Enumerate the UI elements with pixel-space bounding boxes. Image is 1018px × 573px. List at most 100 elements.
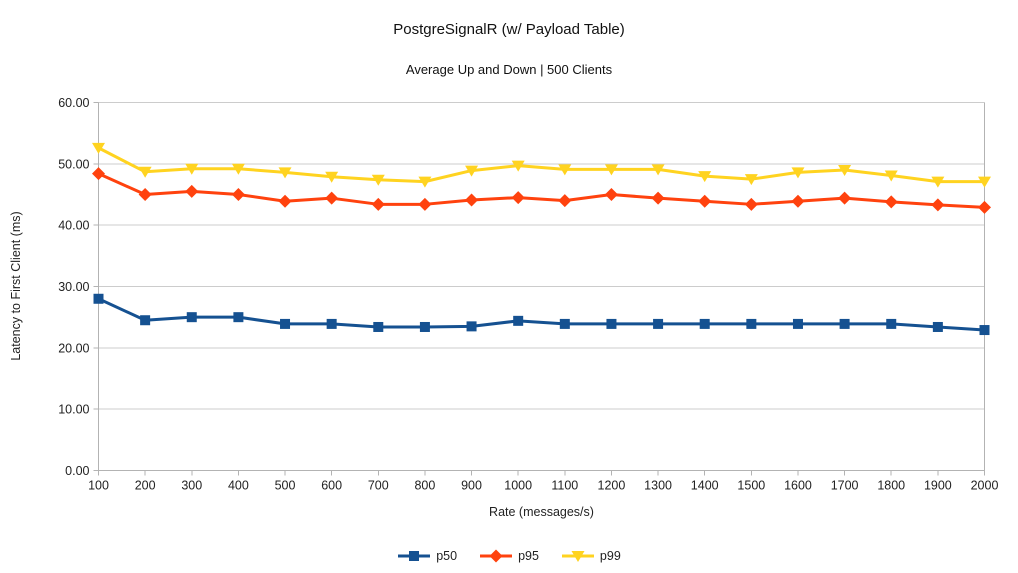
marker-p95	[138, 188, 152, 201]
legend-marker-icon-p50	[398, 551, 431, 561]
x-tick-label: 500	[275, 479, 296, 493]
marker-p50	[326, 318, 337, 329]
marker-p99	[465, 165, 479, 177]
y-tick-label: 0.00	[65, 464, 89, 478]
y-tick-label: 60.00	[58, 96, 89, 110]
marker-p99	[604, 164, 618, 176]
marker-p50	[419, 321, 430, 332]
marker-p50	[606, 318, 617, 329]
marker-p50	[513, 315, 524, 326]
marker-p50	[839, 318, 850, 329]
marker-p99	[325, 171, 339, 183]
marker-p50	[233, 312, 244, 323]
marker-p95	[465, 193, 479, 207]
x-tick-label: 1100	[551, 479, 578, 493]
marker-p95	[278, 194, 292, 208]
marker-p50	[559, 318, 570, 329]
x-tick-label: 1200	[598, 479, 626, 493]
marker-p95	[511, 191, 525, 205]
marker-p50	[140, 315, 151, 326]
y-tick-label: 50.00	[58, 157, 89, 171]
marker-p99	[698, 171, 712, 183]
legend-label-p95: p95	[518, 549, 539, 563]
series-line-p95	[97, 172, 986, 209]
marker-p95	[558, 194, 572, 208]
legend-marker-icon-p99	[561, 551, 594, 562]
marker-p95	[325, 191, 339, 205]
marker-p95	[791, 194, 805, 208]
marker-p99	[185, 163, 199, 175]
x-tick-label: 1800	[877, 479, 905, 493]
marker-p95	[838, 191, 852, 205]
marker-p99	[651, 164, 665, 176]
x-tick-label: 1600	[784, 479, 812, 493]
marker-p99	[744, 174, 758, 186]
x-tick-label: 300	[181, 479, 202, 493]
marker-p99	[278, 167, 292, 179]
marker-p50	[186, 312, 197, 323]
marker-p95	[931, 198, 945, 212]
legend-item-p95: p95	[479, 549, 539, 563]
marker-p95-legend	[489, 549, 503, 563]
marker-p50	[93, 293, 104, 304]
marker-p99	[511, 160, 525, 172]
marker-p99	[231, 163, 245, 175]
y-tick-label: 30.00	[58, 280, 89, 294]
legend-item-p50: p50	[397, 549, 457, 563]
marker-p50	[746, 318, 757, 329]
y-tick-label: 10.00	[58, 403, 89, 417]
marker-p99	[791, 167, 805, 179]
x-tick-label: 200	[135, 479, 156, 493]
marker-p95	[884, 195, 898, 209]
marker-p50	[466, 321, 477, 332]
marker-p95	[604, 188, 618, 201]
legend-label-p50: p50	[436, 549, 458, 563]
x-tick-label: 600	[321, 479, 342, 493]
marker-p95	[92, 167, 105, 181]
x-tick-label: 1700	[831, 479, 859, 493]
x-tick-label: 900	[461, 479, 482, 493]
marker-p99	[558, 164, 572, 176]
marker-p99	[138, 166, 152, 178]
legend: p50 p95 p99	[0, 549, 1018, 563]
marker-p99	[838, 164, 852, 176]
x-tick-label: 1000	[504, 479, 532, 493]
marker-p99	[371, 174, 385, 186]
legend-marker-icon-p95	[480, 549, 513, 563]
marker-p50	[653, 318, 664, 329]
marker-p99-legend	[571, 551, 585, 562]
legend-item-p99: p99	[561, 549, 621, 563]
marker-p99	[92, 142, 105, 154]
marker-p50	[280, 318, 291, 329]
x-axis-title: Rate (messages/s)	[489, 505, 594, 519]
legend-label-p99: p99	[599, 549, 621, 563]
chart-title: PostgreSignalR (w/ Payload Table)	[393, 21, 625, 38]
marker-p95	[978, 200, 991, 214]
marker-p95	[744, 197, 758, 211]
x-tick-label: 700	[368, 479, 389, 493]
marker-p50	[979, 325, 990, 336]
marker-p50	[792, 318, 803, 329]
marker-p99	[931, 176, 945, 188]
marker-p50	[699, 318, 710, 329]
marker-p99	[418, 176, 432, 188]
series-line-p99	[97, 146, 986, 184]
marker-p95	[231, 188, 245, 201]
marker-p95	[698, 194, 712, 208]
y-tick-label: 40.00	[58, 219, 89, 233]
marker-p99	[978, 176, 991, 188]
marker-p50	[932, 321, 943, 332]
marker-p95	[418, 197, 432, 211]
marker-p50-legend	[409, 551, 420, 561]
x-tick-label: 100	[88, 479, 109, 493]
chart-subtitle: Average Up and Down | 500 Clients	[405, 62, 613, 77]
x-tick-label: 2000	[971, 479, 999, 493]
marker-p95	[185, 184, 199, 198]
x-tick-label: 400	[228, 479, 249, 493]
x-tick-label: 1900	[924, 479, 952, 493]
x-tick-label: 1400	[691, 479, 719, 493]
marker-p50	[373, 321, 384, 332]
x-tick-label: 800	[414, 479, 435, 493]
